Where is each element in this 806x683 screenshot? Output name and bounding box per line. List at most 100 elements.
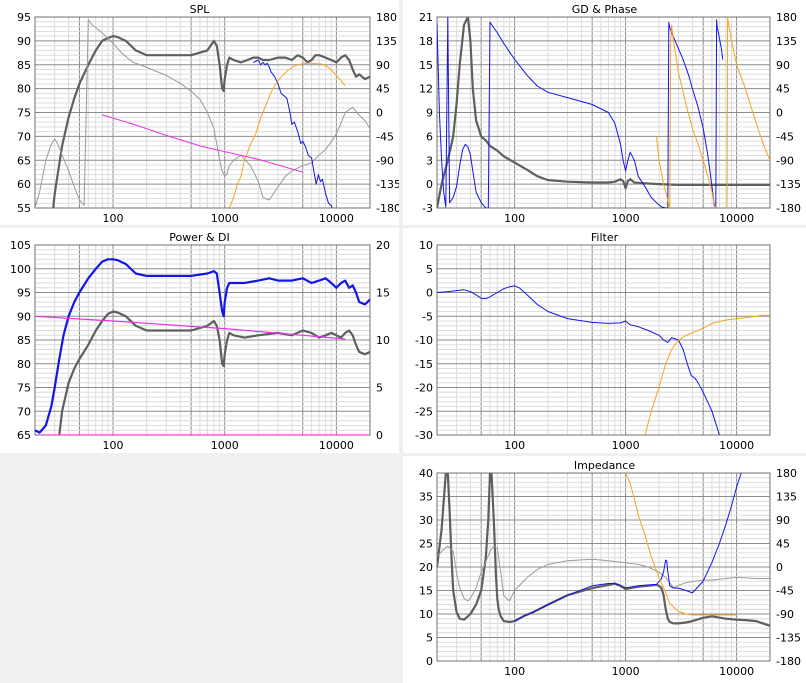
y-tick-label: 10 [419, 608, 433, 621]
series-line-3 [625, 473, 737, 616]
y-tick-label: 6 [426, 130, 433, 143]
y2-tick-label: 0 [776, 107, 783, 120]
y2-tick-label: 180 [776, 467, 797, 480]
chart-title: SPL [190, 3, 211, 16]
series-line-5 [656, 24, 717, 208]
y2-tick-label: 180 [376, 11, 397, 24]
series-line-3 [667, 21, 717, 208]
y-tick-label: 80 [17, 358, 31, 371]
y-tick-label: 65 [17, 154, 31, 167]
y-tick-label: 5 [426, 632, 433, 645]
y-tick-label: 35 [419, 491, 433, 504]
y-tick-label: 25 [419, 538, 433, 551]
x-tick-label: 10000 [319, 212, 354, 225]
x-tick-label: 1000 [612, 665, 640, 678]
power-di-chart-panel: Power & DI 65 70 75 80 85 90 95 100 105 0 5 10 15 20 10… [0, 228, 399, 453]
y2-tick-label: -45 [376, 130, 394, 143]
y-tick-label: 90 [17, 310, 31, 323]
series-line-1 [35, 19, 370, 208]
spl-chart: SPL 55 60 65 70 75 80 85 90 95 -180 -135 -90 -45 0 45 90… [17, 3, 399, 225]
y-tick-label: -10 [415, 334, 433, 347]
y-tick-label: -30 [415, 429, 433, 442]
y2-tick-label: 5 [376, 382, 383, 395]
y-tick-label: 90 [17, 35, 31, 48]
series-group [35, 19, 370, 208]
series-line-4 [715, 19, 724, 208]
grid [436, 244, 771, 436]
y-tick-label: 95 [17, 287, 31, 300]
y-tick-label: 65 [17, 429, 31, 442]
y-tick-label: 0 [426, 287, 433, 300]
y2-tick-label: -45 [776, 130, 794, 143]
y2-tick-label: -135 [776, 632, 801, 645]
y-tick-label: 10 [419, 239, 433, 252]
y-tick-label: 0 [426, 178, 433, 191]
y2-tick-label: -180 [776, 202, 801, 215]
y-tick-label: 40 [419, 467, 433, 480]
chart-title: GD & Phase [572, 3, 638, 16]
x-tick-label: 100 [504, 212, 525, 225]
y-tick-label: 15 [419, 585, 433, 598]
y2-tick-label: 90 [776, 514, 790, 527]
series-line-2 [487, 21, 668, 208]
filter-chart: Filter -30 -25 -20 -15 -10 -5 0 5 10 100 1000 10000 [415, 231, 771, 452]
y-tick-label: 85 [17, 59, 31, 72]
series-line-0 [437, 285, 720, 435]
y2-tick-label: -90 [376, 154, 394, 167]
y-tick-label: 0 [426, 655, 433, 668]
y-tick-label: 9 [426, 107, 433, 120]
y-tick-label: 80 [17, 83, 31, 96]
x-tick-label: 1000 [211, 212, 239, 225]
series-line-3 [228, 62, 346, 208]
series-line-0 [437, 17, 770, 208]
y2-tick-label: 90 [376, 59, 390, 72]
y-tick-label: 15 [419, 59, 433, 72]
y2-tick-label: -90 [776, 608, 794, 621]
plot-frame [34, 16, 371, 209]
chart-title: Filter [591, 231, 619, 244]
series-line-0 [437, 473, 770, 627]
filter-chart-panel: Filter -30 -25 -20 -15 -10 -5 0 5 10 100 1000 10000 [403, 228, 806, 453]
power-di-chart: Power & DI 65 70 75 80 85 90 95 100 105 0 5 10 15 20 10… [10, 231, 390, 452]
y2-tick-label: 135 [776, 491, 797, 504]
y-tick-label: 70 [17, 405, 31, 418]
grid [34, 244, 371, 436]
gd-phase-chart: GD & Phase -3 0 3 6 9 12 15 18 21 -180 -135 -90 -45 0 4… [419, 3, 801, 225]
x-tick-label: 10000 [719, 439, 754, 452]
x-tick-label: 100 [103, 439, 124, 452]
series-line-0 [35, 258, 370, 434]
y-tick-label: -5 [422, 310, 433, 323]
y2-tick-label: 135 [776, 35, 797, 48]
y-tick-label: 18 [419, 35, 433, 48]
y-tick-label: 55 [17, 202, 31, 215]
y2-tick-label: 45 [776, 83, 790, 96]
grid [436, 16, 771, 209]
y2-tick-label: 20 [376, 239, 390, 252]
y2-tick-label: -135 [776, 178, 801, 191]
impedance-chart-panel: Impedance 0 5 10 15 20 25 30 35 40 -180 -135 -90 -45 0… [403, 456, 806, 683]
y2-tick-label: -135 [376, 178, 399, 191]
y2-tick-label: 180 [776, 11, 797, 24]
plot-frame [436, 244, 771, 436]
series-group [437, 473, 770, 627]
grid [436, 472, 771, 662]
series-line-2 [252, 59, 333, 208]
x-tick-label: 1000 [211, 439, 239, 452]
series-line-1 [644, 314, 770, 435]
series-line-1 [437, 545, 770, 602]
x-tick-label: 1000 [612, 212, 640, 225]
y2-tick-label: 45 [376, 83, 390, 96]
series-line-0 [52, 35, 370, 208]
y2-tick-label: 0 [376, 429, 383, 442]
y-tick-label: 105 [10, 239, 31, 252]
x-tick-label: 100 [504, 439, 525, 452]
y-tick-label: -15 [415, 358, 433, 371]
y2-tick-label: -180 [376, 202, 399, 215]
series-group [437, 17, 770, 208]
y-tick-label: 95 [17, 11, 31, 24]
chart-title: Power & DI [169, 231, 230, 244]
y-tick-label: -3 [422, 202, 433, 215]
y-tick-label: 70 [17, 130, 31, 143]
x-tick-label: 100 [504, 665, 525, 678]
chart-title: Impedance [574, 459, 635, 472]
